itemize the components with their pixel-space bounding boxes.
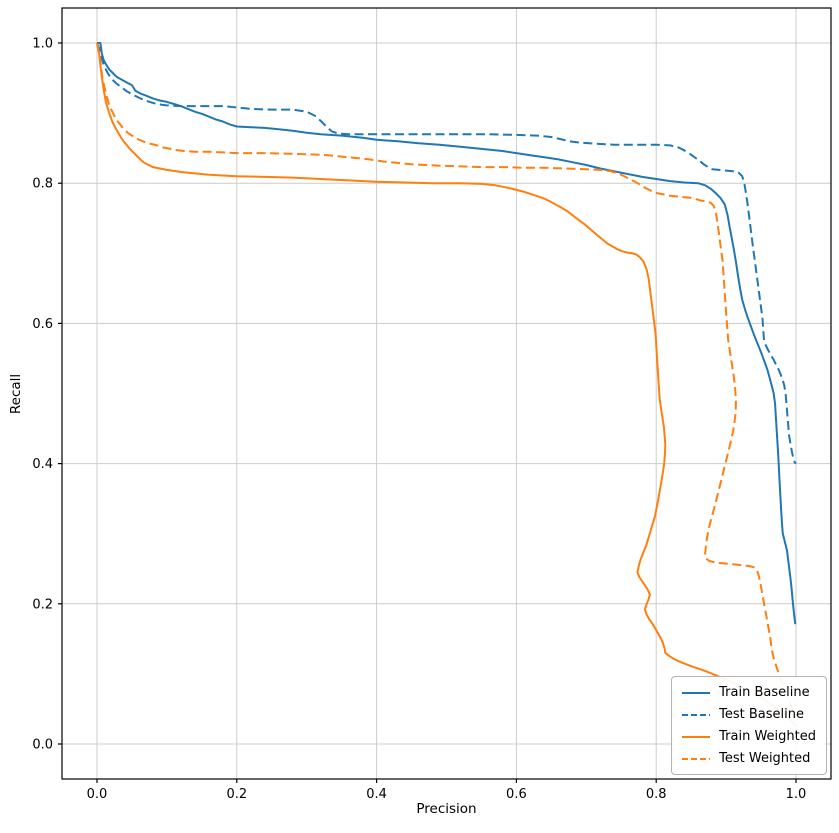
legend-item-test-baseline: Test Baseline [681, 706, 816, 723]
x-tick-label: 0.0 [87, 787, 108, 802]
legend-label-test-baseline: Test Baseline [719, 707, 804, 722]
legend-line-swatch-train-baseline [682, 691, 711, 694]
y-tick-label: 0.6 [32, 317, 53, 332]
x-tick-label: 0.2 [226, 787, 247, 802]
y-tick-label: 0.2 [32, 597, 53, 612]
legend-item-test-weighted: Test Weighted [681, 750, 816, 767]
y-tick-label: 1.0 [32, 37, 53, 52]
series-line-test-weighted [96, 42, 797, 717]
legend-item-train-baseline: Train Baseline [681, 684, 816, 701]
series-line-test-baseline [96, 42, 797, 465]
legend-label-train-baseline: Train Baseline [719, 685, 810, 700]
series-line-train-weighted [96, 42, 797, 727]
x-tick-label: 1.0 [786, 787, 807, 802]
plot-border [61, 7, 832, 780]
x-tick-label: 0.4 [366, 787, 387, 802]
legend: Train Baseline Test Baseline Train Weigh… [671, 676, 827, 775]
x-tick-label: 0.8 [646, 787, 667, 802]
y-axis-label: Recall [8, 373, 24, 415]
legend-label-train-weighted: Train Weighted [719, 729, 816, 744]
x-axis-label: Precision [416, 801, 477, 817]
series-line-train-baseline [97, 42, 797, 625]
legend-line-swatch-test-weighted [682, 757, 711, 760]
legend-label-test-weighted: Test Weighted [719, 751, 811, 766]
x-tick-label: 0.6 [506, 787, 527, 802]
y-tick-label: 0.4 [32, 457, 53, 472]
y-tick-label: 0.8 [32, 177, 53, 192]
legend-line-swatch-test-baseline [682, 713, 711, 716]
legend-item-train-weighted: Train Weighted [681, 728, 816, 745]
y-tick-label: 0.0 [32, 738, 53, 753]
legend-line-swatch-train-weighted [682, 735, 711, 738]
